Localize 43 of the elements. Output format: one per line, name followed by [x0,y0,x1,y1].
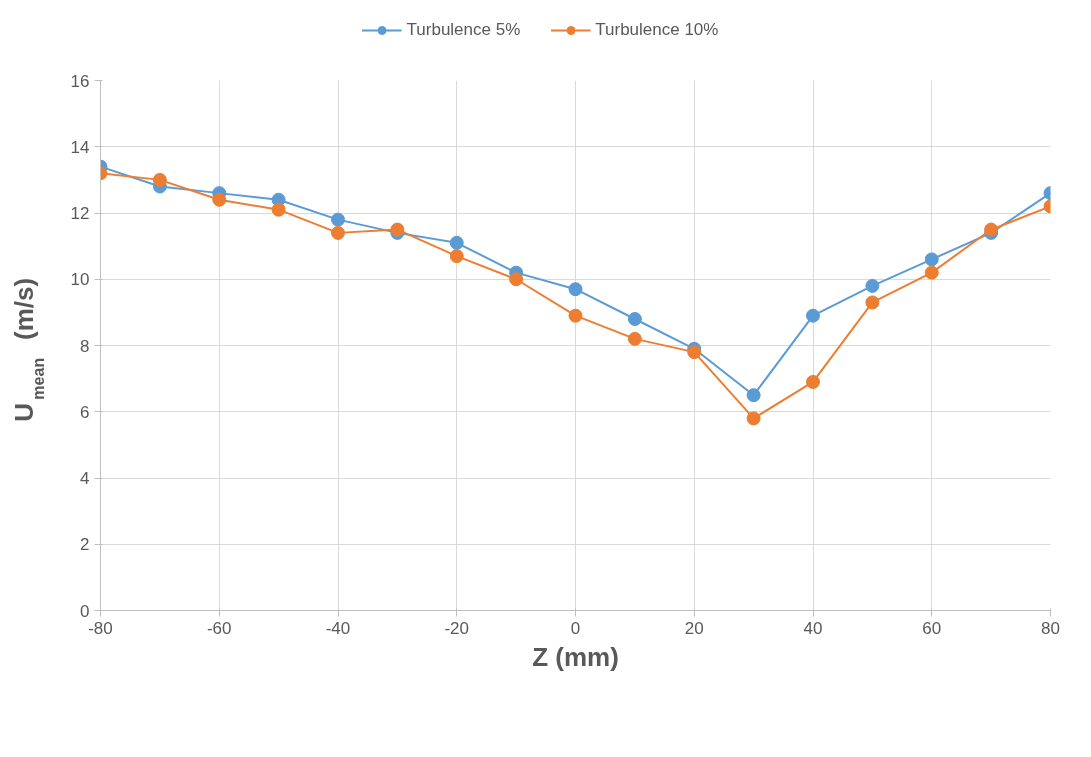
point [924,252,939,267]
point [865,278,880,293]
point [449,235,464,250]
point [627,331,642,346]
x-tick-label: -80 [88,618,113,638]
y-tick-label: 14 [70,137,90,157]
x-tick-label: -60 [206,618,232,638]
y-tick-label: 4 [80,469,90,488]
x-axis-title: Z (mm) [532,641,619,672]
y-tick-label: 16 [70,71,90,91]
point [331,225,345,240]
point [806,374,820,389]
y-tick-label: 0 [80,601,90,621]
legend-label: Turbulence 10% [595,20,719,40]
point [568,282,583,297]
x-tick-label: 20 [684,618,704,638]
point [806,308,820,323]
x-tick-label: 40 [803,618,823,638]
point [449,249,464,264]
y-tick-label: 12 [70,204,90,223]
point [865,295,880,310]
point [509,272,524,287]
x-tick-label: -40 [325,618,351,638]
point [687,345,702,360]
point [746,388,761,403]
point [331,212,345,227]
point [212,192,227,207]
point [568,308,583,323]
y-tick-label: 8 [80,336,90,356]
y-tick-label: 6 [80,402,90,422]
legend-label: Turbulence 5% [406,20,521,40]
y-axis-title: Umean (m/s) [8,277,47,422]
x-tick-label: -20 [444,618,470,638]
x-tick-label: 0 [570,618,581,638]
point [271,202,286,217]
point [152,172,167,187]
y-tick-label: 10 [70,270,90,290]
point [746,411,761,426]
point [627,312,642,326]
x-tick-label: 80 [1041,618,1060,638]
y-tick-label: 2 [80,535,90,555]
point [924,265,939,280]
x-tick-label: 60 [922,618,942,638]
